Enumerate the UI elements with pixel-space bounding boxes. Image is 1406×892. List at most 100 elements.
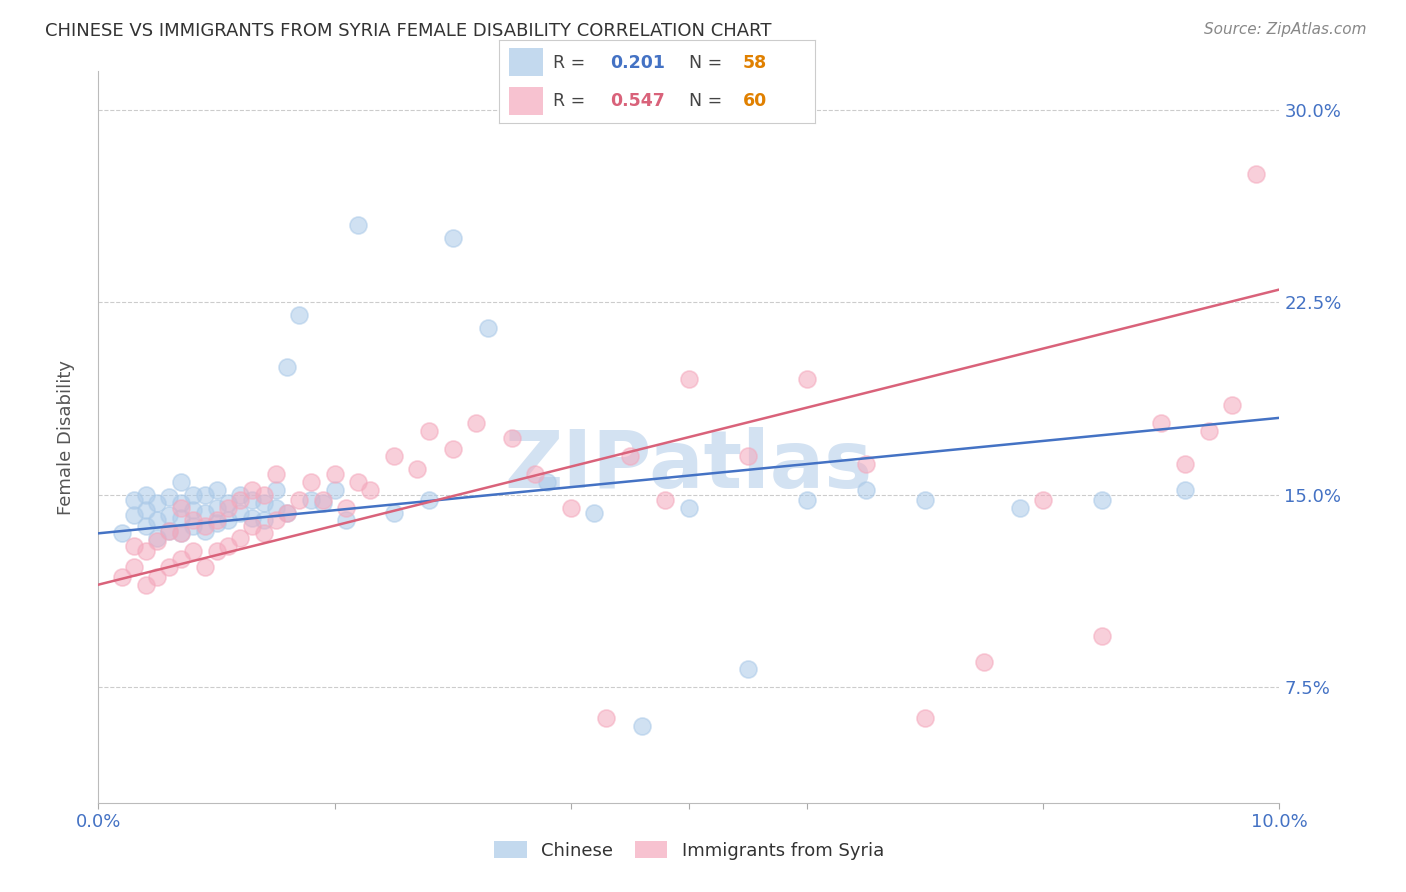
- Text: R =: R =: [553, 54, 591, 71]
- Text: 0.547: 0.547: [610, 92, 665, 110]
- FancyBboxPatch shape: [509, 87, 543, 115]
- Point: [170, 526, 193, 541]
- Point: [229, 532, 252, 546]
- Point: [264, 514, 287, 528]
- Point: [796, 492, 818, 507]
- Point: [122, 492, 145, 507]
- Point: [217, 495, 239, 509]
- Point: [135, 544, 157, 558]
- Text: 60: 60: [742, 92, 766, 110]
- Point: [170, 495, 193, 509]
- Point: [217, 539, 239, 553]
- Point: [441, 231, 464, 245]
- Point: [1091, 492, 1114, 507]
- Point: [536, 475, 558, 489]
- Point: [205, 544, 228, 558]
- Point: [855, 483, 877, 497]
- Point: [194, 488, 217, 502]
- Point: [253, 495, 276, 509]
- Point: [524, 467, 547, 482]
- Point: [737, 662, 759, 676]
- Point: [382, 506, 405, 520]
- Point: [335, 514, 357, 528]
- Point: [678, 500, 700, 515]
- Point: [170, 475, 193, 489]
- Point: [583, 506, 606, 520]
- Point: [253, 514, 276, 528]
- Point: [1174, 457, 1197, 471]
- Point: [312, 495, 335, 509]
- Point: [276, 506, 298, 520]
- Point: [855, 457, 877, 471]
- Point: [157, 491, 180, 505]
- Point: [323, 467, 346, 482]
- Point: [914, 492, 936, 507]
- Point: [111, 570, 134, 584]
- Point: [146, 514, 169, 528]
- Point: [157, 559, 180, 574]
- Point: [288, 492, 311, 507]
- Point: [157, 524, 180, 538]
- Text: 58: 58: [742, 54, 766, 71]
- Point: [194, 518, 217, 533]
- Point: [146, 495, 169, 509]
- Legend: Chinese, Immigrants from Syria: Chinese, Immigrants from Syria: [486, 834, 891, 867]
- Point: [181, 544, 204, 558]
- Point: [217, 500, 239, 515]
- Point: [264, 483, 287, 497]
- Point: [229, 492, 252, 507]
- Text: CHINESE VS IMMIGRANTS FROM SYRIA FEMALE DISABILITY CORRELATION CHART: CHINESE VS IMMIGRANTS FROM SYRIA FEMALE …: [45, 22, 772, 40]
- Point: [1174, 483, 1197, 497]
- Point: [240, 483, 263, 497]
- Point: [205, 500, 228, 515]
- Point: [299, 475, 322, 489]
- Point: [276, 359, 298, 374]
- Point: [122, 539, 145, 553]
- Point: [560, 500, 582, 515]
- Point: [418, 492, 440, 507]
- Point: [253, 526, 276, 541]
- Point: [347, 219, 370, 233]
- Point: [678, 372, 700, 386]
- Point: [264, 500, 287, 515]
- Point: [406, 462, 429, 476]
- Point: [240, 511, 263, 525]
- Text: N =: N =: [689, 92, 728, 110]
- Point: [181, 518, 204, 533]
- Point: [229, 488, 252, 502]
- Point: [335, 500, 357, 515]
- Point: [1244, 167, 1267, 181]
- Text: R =: R =: [553, 92, 591, 110]
- Point: [157, 508, 180, 523]
- Point: [465, 416, 488, 430]
- Point: [240, 492, 263, 507]
- Point: [170, 526, 193, 541]
- Point: [418, 424, 440, 438]
- Point: [276, 506, 298, 520]
- Point: [501, 431, 523, 445]
- Point: [146, 534, 169, 549]
- Point: [170, 552, 193, 566]
- Point: [240, 518, 263, 533]
- Text: 0.201: 0.201: [610, 54, 665, 71]
- Point: [288, 308, 311, 322]
- Point: [229, 506, 252, 520]
- Point: [1220, 398, 1243, 412]
- Point: [194, 524, 217, 538]
- Text: Source: ZipAtlas.com: Source: ZipAtlas.com: [1204, 22, 1367, 37]
- Point: [146, 532, 169, 546]
- Point: [122, 559, 145, 574]
- Point: [217, 514, 239, 528]
- Point: [347, 475, 370, 489]
- Point: [737, 450, 759, 464]
- Point: [796, 372, 818, 386]
- Point: [205, 514, 228, 528]
- Point: [595, 711, 617, 725]
- Point: [146, 570, 169, 584]
- FancyBboxPatch shape: [509, 48, 543, 76]
- Point: [170, 511, 193, 525]
- Point: [170, 500, 193, 515]
- Point: [135, 577, 157, 591]
- Y-axis label: Female Disability: Female Disability: [56, 359, 75, 515]
- Point: [205, 483, 228, 497]
